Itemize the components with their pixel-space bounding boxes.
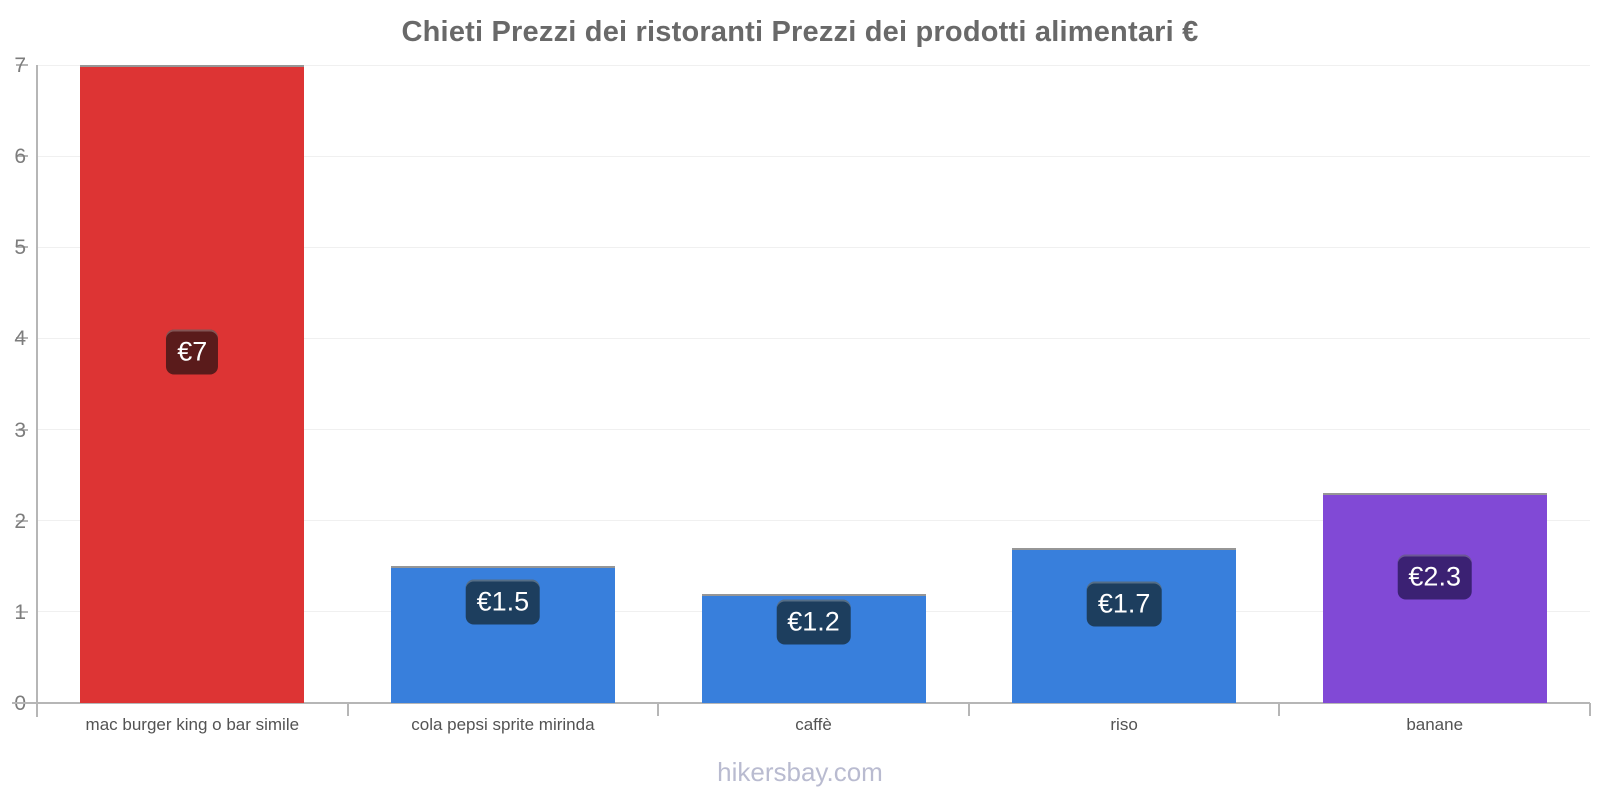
x-axis-tick-5 — [1589, 703, 1591, 716]
y-axis-tick-label-1: 1 — [14, 600, 26, 624]
x-axis-tick-0 — [36, 703, 38, 716]
value-label-cola-pepsi-sprite-mirinda: €1.5 — [465, 579, 541, 625]
value-label-riso: €1.7 — [1086, 581, 1162, 627]
category-label-mac-burger-king-o-bar-simile: mac burger king o bar simile — [85, 715, 300, 734]
y-axis-tick-label-2: 2 — [14, 509, 26, 533]
gridline-4 — [37, 337, 1590, 339]
footer-site-link[interactable]: hikersbay.com — [717, 757, 883, 787]
y-axis-tick-label-0: 0 — [0, 692, 26, 716]
bar-mac-burger-king-o-bar-simile[interactable] — [80, 65, 305, 703]
x-axis-tick-4 — [1278, 703, 1281, 716]
x-axis-tick-3 — [967, 703, 970, 716]
chart-title: Chieti Prezzi dei ristoranti Prezzi dei … — [401, 16, 1199, 48]
x-axis-tick-1 — [346, 703, 349, 716]
gridline-5 — [37, 246, 1590, 248]
gridline-2 — [37, 520, 1590, 522]
gridline-3 — [37, 429, 1590, 431]
y-axis-tick-4 — [16, 337, 28, 340]
y-axis-tick-6 — [16, 155, 28, 158]
y-axis-tick-label-6: 6 — [14, 145, 26, 169]
x-axis-tick-2 — [657, 703, 660, 716]
y-axis-tick-label-7: 7 — [14, 54, 26, 77]
value-label-mac-burger-king-o-bar-simile: €7 — [166, 329, 219, 375]
gridline-7 — [37, 64, 1590, 66]
y-axis-tick-7 — [16, 64, 28, 66]
y-axis-line — [36, 65, 38, 717]
y-axis-tick-1 — [16, 610, 28, 613]
x-axis-line — [12, 702, 1590, 704]
y-axis-tick-label-3: 3 — [14, 418, 26, 442]
y-axis-tick-label-5: 5 — [14, 236, 26, 260]
category-label-caffè: caffè — [795, 715, 832, 734]
y-axis-tick-5 — [16, 246, 28, 249]
value-label-banane: €2.3 — [1397, 554, 1472, 600]
y-axis-tick-2 — [16, 519, 28, 522]
category-label-banane: banane — [1406, 715, 1464, 734]
category-label-riso: riso — [1110, 715, 1138, 734]
y-axis-tick-label-4: 4 — [14, 327, 26, 351]
value-label-caffè: €1.2 — [776, 599, 851, 645]
y-axis-tick-3 — [16, 428, 28, 431]
gridline-6 — [37, 155, 1590, 157]
category-label-cola-pepsi-sprite-mirinda: cola pepsi sprite mirinda — [411, 715, 595, 734]
